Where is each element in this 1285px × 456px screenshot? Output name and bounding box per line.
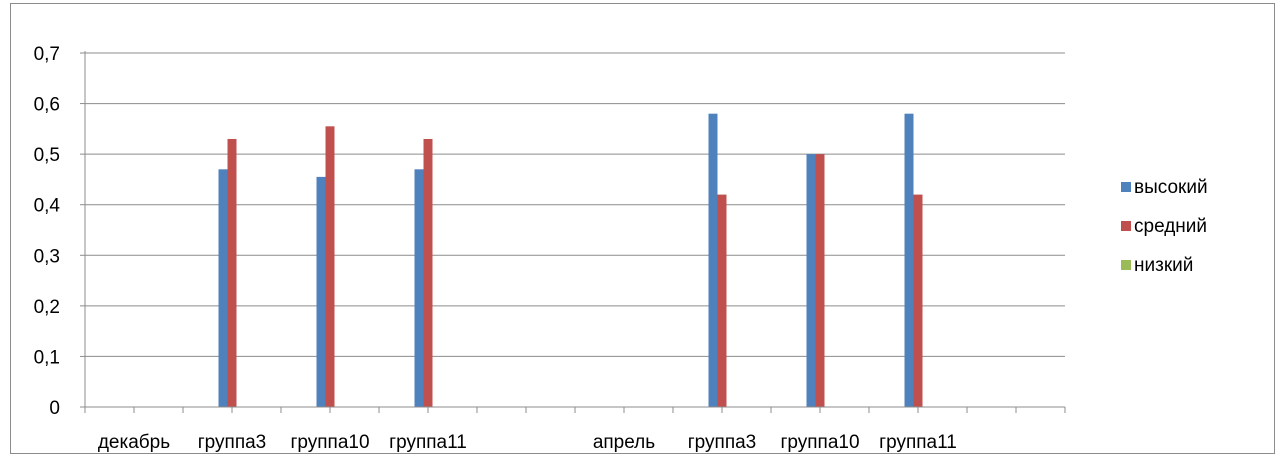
bar <box>913 194 923 407</box>
x-tick-label: группа3 <box>198 432 267 453</box>
legend-label: высокий <box>1134 177 1208 198</box>
y-axis: 0 0,1 0,2 0,3 0,4 0,5 0,6 0,7 <box>34 44 86 419</box>
x-tick-label: группа10 <box>290 432 369 453</box>
legend: высокий средний низкий <box>1121 177 1208 276</box>
y-tick-label: 0,4 <box>34 196 61 217</box>
x-tick-label: апрель <box>593 432 655 453</box>
x-tick-label: группа11 <box>879 432 957 453</box>
x-axis <box>84 406 1066 413</box>
x-tick-label: группа10 <box>780 432 859 453</box>
x-tick-label: группа3 <box>688 432 757 453</box>
bars <box>218 113 923 407</box>
legend-label: низкий <box>1134 255 1193 276</box>
gridlines <box>85 52 1065 357</box>
legend-label: средний <box>1134 216 1207 237</box>
y-tick-label: 0,3 <box>34 246 60 267</box>
y-tick-label: 0,7 <box>34 44 60 65</box>
bar <box>904 113 914 407</box>
x-tick-label: декабрь <box>98 432 170 453</box>
bar <box>316 176 326 407</box>
bar <box>227 138 237 407</box>
bar <box>806 154 816 407</box>
bar <box>218 169 228 407</box>
legend-swatch <box>1121 182 1131 192</box>
bar <box>414 169 424 407</box>
legend-swatch <box>1121 221 1131 231</box>
x-axis-labels: декабрь группа3 группа10 группа11 апрель груп… <box>98 432 957 453</box>
bar <box>815 154 825 407</box>
bar <box>708 113 718 407</box>
y-tick-label: 0,5 <box>34 145 60 166</box>
y-tick-label: 0 <box>49 398 60 419</box>
y-tick-label: 0,6 <box>34 95 60 116</box>
bar <box>325 126 335 407</box>
bar <box>423 138 433 407</box>
x-tick-label: группа11 <box>389 432 467 453</box>
legend-swatch <box>1121 260 1131 270</box>
y-tick-label: 0,1 <box>34 347 60 368</box>
y-tick-label: 0,2 <box>34 297 60 318</box>
bar <box>717 194 727 407</box>
